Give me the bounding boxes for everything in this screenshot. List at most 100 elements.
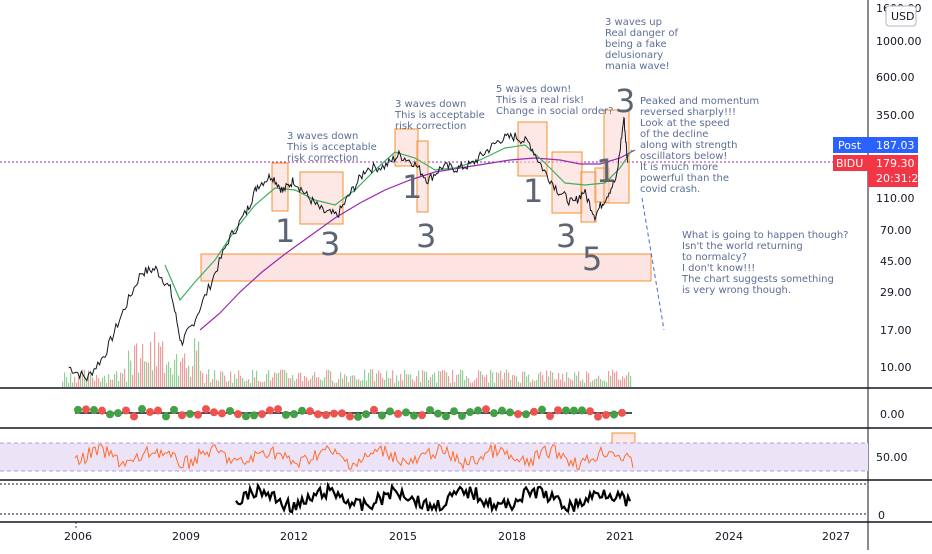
volume-bar bbox=[294, 380, 296, 387]
volume-bar bbox=[102, 377, 104, 387]
osc-dot bbox=[354, 412, 362, 421]
volume-bar bbox=[522, 371, 524, 387]
volume-bar bbox=[74, 376, 76, 387]
volume-bar bbox=[196, 350, 198, 387]
volume-bar bbox=[626, 375, 628, 387]
volume-bar bbox=[622, 376, 624, 387]
currency-button[interactable] bbox=[885, 5, 917, 27]
volume-bar bbox=[272, 377, 274, 387]
wave-label-3c: 3 bbox=[556, 217, 576, 255]
volume-bar bbox=[396, 375, 398, 387]
volume-bar bbox=[320, 379, 322, 387]
volume-bar bbox=[416, 376, 418, 387]
volume-bar bbox=[104, 375, 106, 387]
volume-bar bbox=[94, 380, 96, 387]
volume-bar bbox=[90, 370, 92, 387]
osc-dot bbox=[594, 412, 602, 421]
osc-dot bbox=[74, 405, 82, 414]
annotation-2: 3 waves down This is acceptable risk cor… bbox=[394, 99, 488, 132]
support-zone-box[interactable] bbox=[200, 253, 652, 282]
volume-bar bbox=[248, 379, 250, 387]
volume-bar bbox=[218, 381, 220, 387]
osc-dot bbox=[618, 408, 626, 417]
wave-box-2[interactable] bbox=[299, 171, 344, 225]
volume-bar bbox=[402, 380, 404, 387]
wave-label-1b: 1 bbox=[402, 168, 422, 206]
volume-bar bbox=[404, 369, 406, 387]
osc-dot bbox=[434, 409, 442, 418]
volume-bar bbox=[268, 370, 270, 387]
volume-bar bbox=[526, 376, 528, 387]
price-line bbox=[68, 116, 628, 382]
osc-dot bbox=[322, 410, 330, 419]
volume-bar bbox=[266, 374, 268, 387]
osc-dot bbox=[98, 406, 106, 415]
volume-bar bbox=[568, 377, 570, 387]
volume-bar bbox=[284, 369, 286, 387]
volume-bar bbox=[418, 370, 420, 387]
ticker-badge bbox=[833, 155, 868, 171]
volume-bar bbox=[536, 380, 538, 387]
osc-dot bbox=[162, 412, 170, 421]
volume-bar bbox=[504, 372, 506, 387]
volume-bar bbox=[316, 377, 318, 387]
countdown-label: 20:31:20 bbox=[876, 172, 925, 185]
osc-dot bbox=[242, 412, 250, 421]
volume-bar bbox=[580, 381, 582, 387]
volume-bar bbox=[130, 360, 132, 387]
volume-bar bbox=[252, 369, 254, 387]
volume-bar bbox=[456, 374, 458, 387]
volume-bar bbox=[354, 375, 356, 387]
volume-bar bbox=[318, 377, 320, 387]
volume-bar bbox=[572, 380, 574, 387]
osc-dot bbox=[370, 405, 378, 414]
volume-bar bbox=[340, 372, 342, 387]
last-value-badge bbox=[868, 155, 918, 187]
volume-bar bbox=[506, 369, 508, 387]
wave-label-3d: 3 bbox=[615, 82, 635, 120]
volume-bar bbox=[348, 382, 350, 387]
volume-bar bbox=[476, 377, 478, 387]
volume-bar bbox=[144, 361, 146, 387]
volume-bar bbox=[406, 374, 408, 387]
volume-bar bbox=[362, 380, 364, 387]
volume-bar bbox=[358, 379, 360, 387]
volume-bar bbox=[114, 374, 116, 387]
volume-bar bbox=[492, 372, 494, 387]
volume-bar bbox=[538, 373, 540, 387]
volume-bar bbox=[68, 382, 70, 387]
y-tick-110: 110.00 bbox=[876, 192, 915, 205]
volume-bar bbox=[548, 376, 550, 387]
volume-bar bbox=[394, 382, 396, 387]
volume-bar bbox=[338, 378, 340, 387]
volume-bar bbox=[520, 382, 522, 387]
volume-bar bbox=[352, 375, 354, 387]
volume-bar bbox=[602, 380, 604, 387]
volume-bar bbox=[544, 381, 546, 387]
volume-bar bbox=[66, 377, 68, 387]
volume-bar bbox=[62, 381, 64, 387]
volume-bar bbox=[390, 378, 392, 387]
volume-bar bbox=[426, 371, 428, 387]
volume-bar bbox=[246, 380, 248, 387]
volume-bar bbox=[82, 369, 84, 387]
volume-bar bbox=[148, 362, 150, 387]
annotation-4: 3 waves up Real danger of being a fake d… bbox=[605, 17, 681, 72]
osc-dot bbox=[466, 408, 474, 417]
volume-bar bbox=[582, 379, 584, 387]
volume-bar bbox=[256, 370, 258, 387]
y-tick-10: 10.00 bbox=[880, 361, 912, 374]
volume-bar bbox=[562, 373, 564, 387]
wave-label-1c: 1 bbox=[523, 172, 543, 210]
volume-bar bbox=[84, 369, 86, 387]
y-axis: 1600.00 1000.00 600.00 350.00 110.00 70.… bbox=[876, 2, 922, 522]
volume-bar bbox=[368, 372, 370, 387]
volume-bar bbox=[312, 375, 314, 387]
osc-dot bbox=[490, 409, 498, 418]
osc-dot bbox=[362, 410, 370, 419]
volume-bar bbox=[174, 359, 176, 387]
osc-dot bbox=[498, 406, 506, 415]
volume-bar bbox=[534, 380, 536, 387]
volume-bar bbox=[122, 373, 124, 387]
